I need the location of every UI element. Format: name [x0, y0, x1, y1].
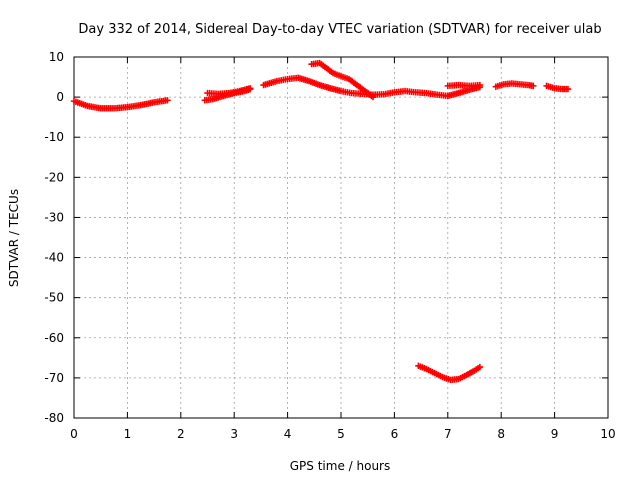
x-tick-label: 5 [337, 427, 345, 441]
data-series [444, 81, 484, 90]
x-tick-label: 10 [600, 427, 615, 441]
x-tick-label: 1 [124, 427, 132, 441]
y-tick-label: -50 [44, 291, 64, 305]
y-tick-label: -70 [44, 371, 64, 385]
data-series [543, 82, 572, 93]
data-point [564, 85, 572, 93]
y-axis-label: SDTVAR / TECUs [7, 189, 21, 287]
x-axis: 0 1 2 3 4 5 6 7 8 9 10 [70, 57, 616, 441]
data-series [308, 59, 377, 101]
y-axis: 10 0 -10 -20 -30 -40 -50 -60 -70 -80 [44, 50, 608, 425]
y-tick-label: 10 [49, 50, 64, 64]
y-tick-label: -60 [44, 331, 64, 345]
data-point [369, 93, 377, 101]
x-axis-label: GPS time / hours [290, 459, 391, 473]
data-point [476, 83, 484, 91]
data-series [492, 80, 537, 90]
y-tick-label: 0 [56, 90, 64, 104]
data-series [70, 97, 171, 112]
data-point [530, 82, 537, 90]
x-tick-label: 0 [70, 427, 78, 441]
y-tick-label: -30 [44, 210, 64, 224]
y-tick-label: -20 [44, 170, 64, 184]
x-tick-label: 8 [497, 427, 505, 441]
chart-title: Day 332 of 2014, Sidereal Day-to-day VTE… [78, 22, 601, 37]
x-tick-label: 2 [177, 427, 185, 441]
data-point [247, 85, 254, 92]
data-series [415, 362, 484, 384]
x-tick-label: 9 [551, 427, 559, 441]
data-point [476, 363, 484, 371]
data-point [164, 97, 171, 104]
grid [74, 57, 608, 418]
y-tick-label: -10 [44, 130, 64, 144]
y-tick-label: -80 [44, 411, 64, 425]
x-tick-label: 3 [230, 427, 238, 441]
data-series [260, 74, 451, 100]
x-tick-label: 4 [284, 427, 292, 441]
data-series [444, 83, 484, 100]
y-tick-label: -40 [44, 251, 64, 265]
x-tick-label: 7 [444, 427, 452, 441]
x-tick-label: 6 [391, 427, 399, 441]
data-points [70, 59, 572, 384]
data-series [204, 85, 254, 98]
